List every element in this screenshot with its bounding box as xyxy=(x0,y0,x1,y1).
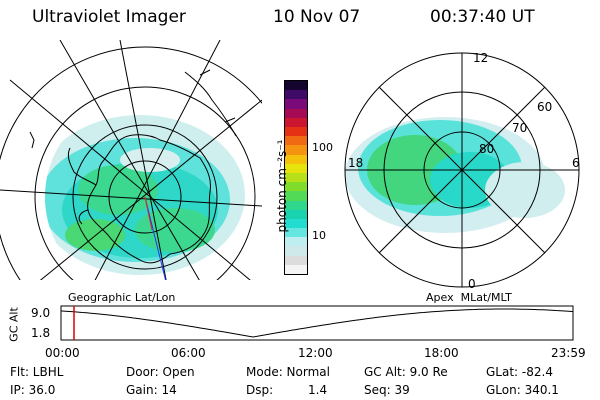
apex-lat-80: 80 xyxy=(479,142,494,156)
colorbar-band xyxy=(285,218,307,229)
altitude-timeline xyxy=(60,305,574,341)
colorbar-band xyxy=(285,237,307,247)
geo-aurora-data xyxy=(45,115,245,275)
status-dsp-label: Dsp: xyxy=(246,383,274,397)
colorbar-tick-10: 10 xyxy=(312,229,326,242)
status-glat: GLat: -82.4 xyxy=(486,365,553,379)
apex-mlt-18: 18 xyxy=(348,156,363,170)
colorbar-band xyxy=(285,255,307,265)
coastline xyxy=(87,134,211,264)
colorbar-band xyxy=(285,145,307,155)
meridian-line xyxy=(144,196,167,280)
colorbar-band xyxy=(285,264,307,274)
header-date: 10 Nov 07 xyxy=(273,7,361,27)
status-dsp-value: 1.4 xyxy=(308,383,328,397)
colorbar-band xyxy=(285,108,307,118)
colorbar-band xyxy=(285,163,307,173)
timeline-x-tick-2: 12:00 xyxy=(298,346,333,360)
colorbar-band xyxy=(285,117,307,127)
colorbar-band xyxy=(285,172,307,183)
timeline-x-tick-0: 00:00 xyxy=(45,346,80,360)
instrument-title: Ultraviolet Imager xyxy=(32,7,186,27)
status-mode: Mode: Normal xyxy=(246,365,330,379)
colorbar-band xyxy=(285,127,307,137)
colorbar-band xyxy=(285,200,307,210)
colorbar xyxy=(284,80,308,275)
status-seq: Seq: 39 xyxy=(364,383,410,397)
apex-aurora-data xyxy=(345,117,565,233)
timeline-y-tick-bottom: 1.8 xyxy=(31,326,51,340)
colorbar-band xyxy=(285,228,307,238)
apex-mlt-0: 0 xyxy=(468,277,476,291)
header-time: 00:37:40 UT xyxy=(430,7,535,27)
colorbar-band xyxy=(285,191,307,201)
colorbar-tick-100: 100 xyxy=(312,141,333,154)
timeline-y-tick-top: 9.0 xyxy=(31,306,51,320)
colorbar-band xyxy=(285,246,307,256)
apex-grid xyxy=(344,52,580,288)
status-glon: GLon: 340.1 xyxy=(486,383,559,397)
colorbar-band xyxy=(285,209,307,219)
terminator-line xyxy=(144,196,153,231)
geographic-label: Geographic Lat/Lon xyxy=(68,291,176,304)
status-gc-alt: GC Alt: 9.0 Re xyxy=(364,365,448,379)
colorbar-band xyxy=(285,90,307,100)
timeline-frame xyxy=(60,305,574,341)
apex-lat-60: 60 xyxy=(537,100,552,114)
timeline-y-label: GC Alt xyxy=(7,307,21,342)
colorbar-band xyxy=(285,136,307,146)
colorbar-band xyxy=(285,99,307,109)
colorbar-band xyxy=(285,154,307,164)
colorbar-unit-label: photon cm⁻²s⁻¹ xyxy=(275,139,289,233)
apex-label: Apex MLat/MLT xyxy=(426,291,512,304)
timeline-x-tick-4: 23:59 xyxy=(551,346,586,360)
timeline-x-tick-1: 06:00 xyxy=(171,346,206,360)
colorbar-band xyxy=(285,81,307,91)
geo-grid xyxy=(0,40,262,280)
status-gain: Gain: 14 xyxy=(126,383,177,397)
status-ip: IP: 36.0 xyxy=(10,383,56,397)
apex-map: 12 18 6 0 60 70 80 xyxy=(344,51,580,291)
altitude-curve xyxy=(60,308,574,338)
status-door: Door: Open xyxy=(126,365,195,379)
geographic-map xyxy=(0,40,262,280)
apex-lat-70: 70 xyxy=(512,121,527,135)
apex-mlt-12: 12 xyxy=(473,51,488,65)
timeline-x-tick-3: 18:00 xyxy=(424,346,459,360)
colorbar-band xyxy=(285,182,307,192)
status-flt: Flt: LBHL xyxy=(10,365,64,379)
apex-mlt-6: 6 xyxy=(572,156,580,170)
